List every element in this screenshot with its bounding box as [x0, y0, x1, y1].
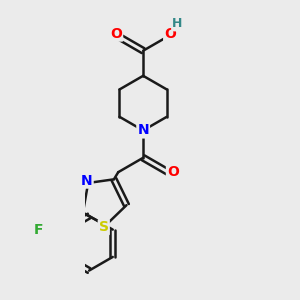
Text: O: O: [110, 27, 122, 40]
Text: S: S: [99, 220, 109, 234]
Text: H: H: [172, 17, 182, 30]
Text: F: F: [34, 223, 43, 237]
Text: N: N: [81, 174, 93, 188]
Text: O: O: [164, 27, 176, 41]
Text: N: N: [137, 124, 149, 137]
Text: O: O: [167, 165, 179, 179]
